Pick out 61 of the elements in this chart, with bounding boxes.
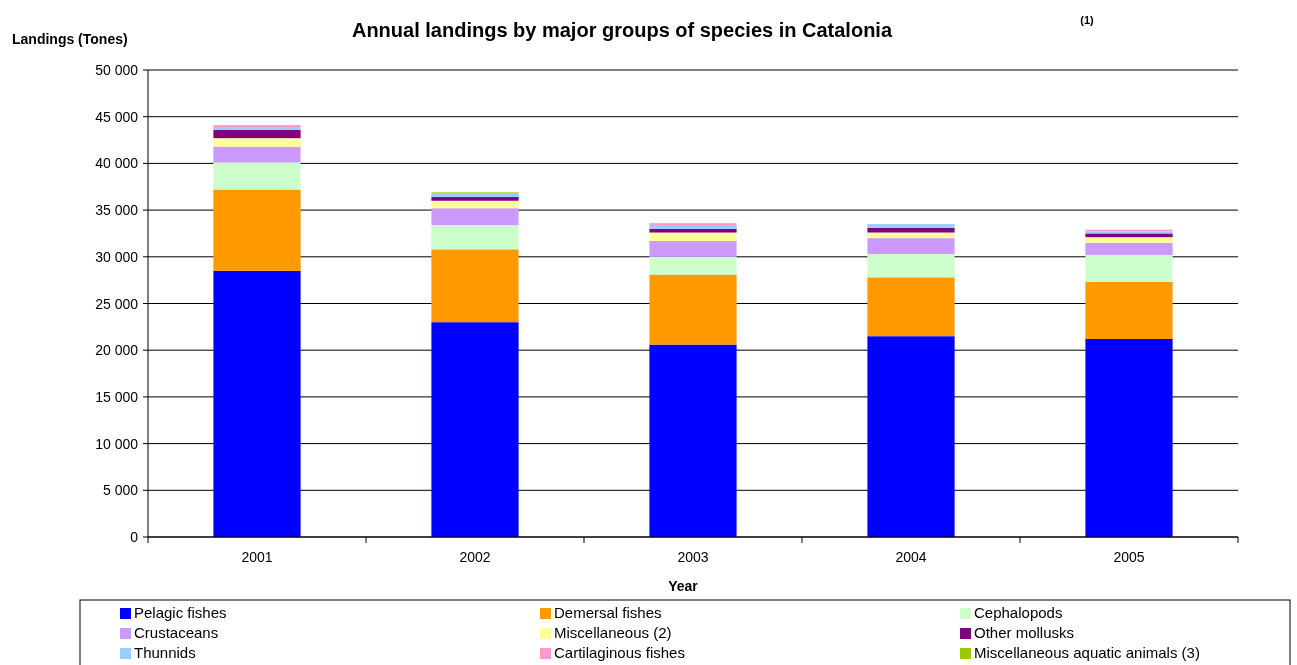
chart-title: Annual landings by major groups of species in Catalonia [351, 19, 893, 41]
bar [867, 254, 955, 278]
y-tick-label: 0 [130, 529, 139, 545]
y-tick-label: 20 000 [95, 342, 139, 359]
bar [867, 227, 955, 233]
y-tick-label: 35 000 [95, 202, 139, 219]
y-tick-label: 15 000 [95, 388, 139, 405]
x-tick-label: 2001 [241, 549, 273, 565]
x-tick-label: 2005 [1113, 549, 1145, 565]
y-tick-label: 45 000 [95, 108, 139, 125]
bar [431, 200, 519, 209]
bar [867, 238, 955, 254]
bar [867, 232, 955, 239]
bar [431, 322, 519, 537]
bar [431, 208, 519, 226]
bar [649, 240, 737, 257]
x-tick-label: 2003 [677, 549, 709, 565]
bar [1085, 254, 1173, 283]
x-tick-label: 2004 [895, 549, 927, 565]
y-tick-label: 5 000 [102, 482, 139, 499]
bar [649, 274, 737, 345]
bar [1085, 338, 1173, 537]
legend-label: Crustaceans [134, 624, 219, 641]
x-axis-title: Year [668, 578, 699, 594]
text: (1) [1080, 14, 1095, 26]
y-tick-label: 50 000 [95, 62, 139, 78]
bar [431, 197, 519, 201]
legend-label: Cephalopods [974, 604, 1063, 621]
bar [431, 225, 519, 250]
bar [1085, 282, 1173, 339]
bar [649, 232, 737, 241]
bar [649, 228, 737, 233]
legend-label: Miscellaneous aquatic animals (3) [974, 644, 1200, 661]
legend-label: Miscellaneous (2) [554, 624, 672, 641]
bar [431, 249, 519, 323]
bar [213, 129, 301, 139]
bar [213, 138, 301, 147]
y-tick-label: 10 000 [95, 435, 139, 452]
legend-label: Demersal fishes [554, 604, 662, 621]
bar [867, 277, 955, 337]
bar [1085, 233, 1173, 238]
legend-label: Cartilaginous fishes [554, 644, 685, 661]
bar [649, 344, 737, 537]
bar [213, 270, 301, 537]
bar [649, 256, 737, 275]
bar [213, 189, 301, 271]
legend-label: Pelagic fishes [134, 604, 227, 621]
bar [867, 336, 955, 537]
bar [431, 193, 519, 198]
legend-label: Other mollusks [974, 624, 1075, 641]
y-tick-label: 30 000 [95, 248, 139, 265]
bar [1085, 237, 1173, 243]
y-tick-label: 25 000 [95, 295, 139, 312]
y-axis-title: Landings (Tones) [12, 31, 128, 47]
bar [1085, 242, 1173, 255]
y-tick-label: 40 000 [95, 155, 139, 172]
bar [213, 162, 301, 190]
bar [213, 146, 301, 163]
bar [867, 224, 955, 228]
x-tick-label: 2002 [459, 549, 491, 565]
legend-label: Thunnids [134, 644, 196, 661]
